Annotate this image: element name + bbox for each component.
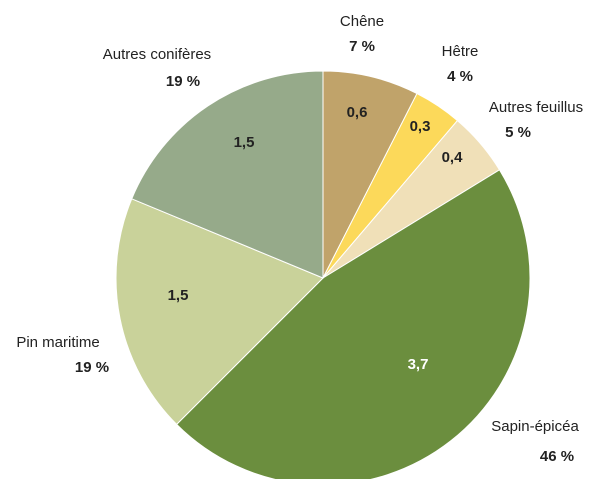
slice-name: Sapin-épicéa <box>491 418 579 435</box>
slice-percent: 4 % <box>447 68 473 85</box>
pie-slice <box>322 70 418 279</box>
slice-percent: 7 % <box>349 38 375 55</box>
pie-slice <box>115 198 324 426</box>
slice-value: 3,7 <box>408 356 429 373</box>
slice-percent: 46 % <box>540 448 574 465</box>
slice-percent: 19 % <box>166 73 200 90</box>
slice-value: 1,5 <box>168 287 189 304</box>
slice-value: 1,5 <box>234 134 255 151</box>
slice-name: Autres conifères <box>103 46 211 63</box>
pie-slice <box>131 70 324 279</box>
slice-value: 0,6 <box>347 104 368 121</box>
pie-slice <box>175 169 531 479</box>
slice-name: Hêtre <box>442 43 479 60</box>
slice-name: Chêne <box>340 13 384 30</box>
slice-name: Autres feuillus <box>489 99 583 116</box>
slice-value: 0,3 <box>410 118 431 135</box>
slice-percent: 5 % <box>505 124 531 141</box>
slice-name: Pin maritime <box>16 334 99 351</box>
slice-percent: 19 % <box>75 359 109 376</box>
slice-value: 0,4 <box>442 149 464 166</box>
